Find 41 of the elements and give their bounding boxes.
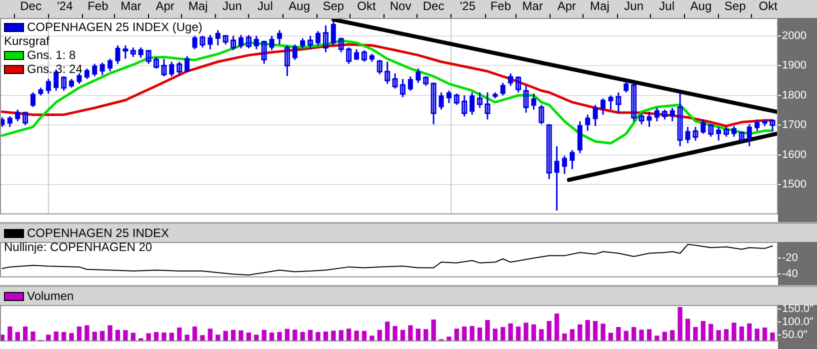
x-tick-label: Jul [659, 0, 675, 14]
legend-label: COPENHAGEN 25 INDEX (Uge) [27, 20, 202, 34]
x-tick-label: Aug [288, 0, 310, 14]
x-tick-label: Okt [357, 0, 376, 14]
annotation: Kursgraf [4, 34, 50, 48]
x-tick-label: Mar [522, 0, 543, 14]
legend-label: COPENHAGEN 25 INDEX [27, 226, 170, 240]
x-tick-label: Nov [390, 0, 412, 14]
y-tick-label: 1700 [782, 119, 806, 132]
x-tick-label: Sep [724, 0, 746, 14]
y-tick-label: -20 [782, 252, 798, 264]
y-tick-label: 150.0" [782, 302, 814, 315]
y-tick-label: 1800 [782, 89, 806, 102]
y-tick-label: -40 [782, 268, 798, 280]
x-tick-label: Dec [422, 0, 444, 14]
x-tick-label: Feb [490, 0, 512, 14]
x-tick-label: Feb [88, 0, 109, 14]
x-tick-label: Dec [20, 0, 42, 14]
x-tick-label: Aug [690, 0, 712, 14]
y-tick-label: 100.0" [782, 316, 814, 328]
y-tick-label: 1500 [782, 178, 806, 191]
legend-label: Gns. 1: 8 [27, 48, 76, 62]
x-tick-label: Jun [222, 0, 242, 14]
x-tick-label: '24 [57, 0, 74, 14]
x-tick-label: Jul [258, 0, 273, 14]
x-tick-label: Apr [557, 0, 576, 14]
y-tick-label: 2000 [782, 30, 806, 42]
legend-label: Gns. 3: 24 [27, 62, 82, 76]
x-tick-label: Mar [120, 0, 142, 14]
y-tick-label: 1600 [782, 148, 806, 161]
x-tick-label: Maj [188, 0, 208, 14]
y-tick-label: 50.0" [782, 328, 808, 341]
x-tick-label: Maj [590, 0, 610, 14]
x-tick-label: Sep [322, 0, 344, 14]
y-tick-label: 1900 [782, 60, 806, 72]
x-tick-label: Apr [156, 0, 174, 14]
x-tick-label: '25 [460, 0, 476, 14]
x-tick-label: Okt [758, 0, 778, 14]
x-tick-label: Jun [624, 0, 644, 14]
annotation: Nullinje: COPENHAGEN 20 [4, 240, 154, 254]
legend-label: Volumen [27, 289, 74, 303]
